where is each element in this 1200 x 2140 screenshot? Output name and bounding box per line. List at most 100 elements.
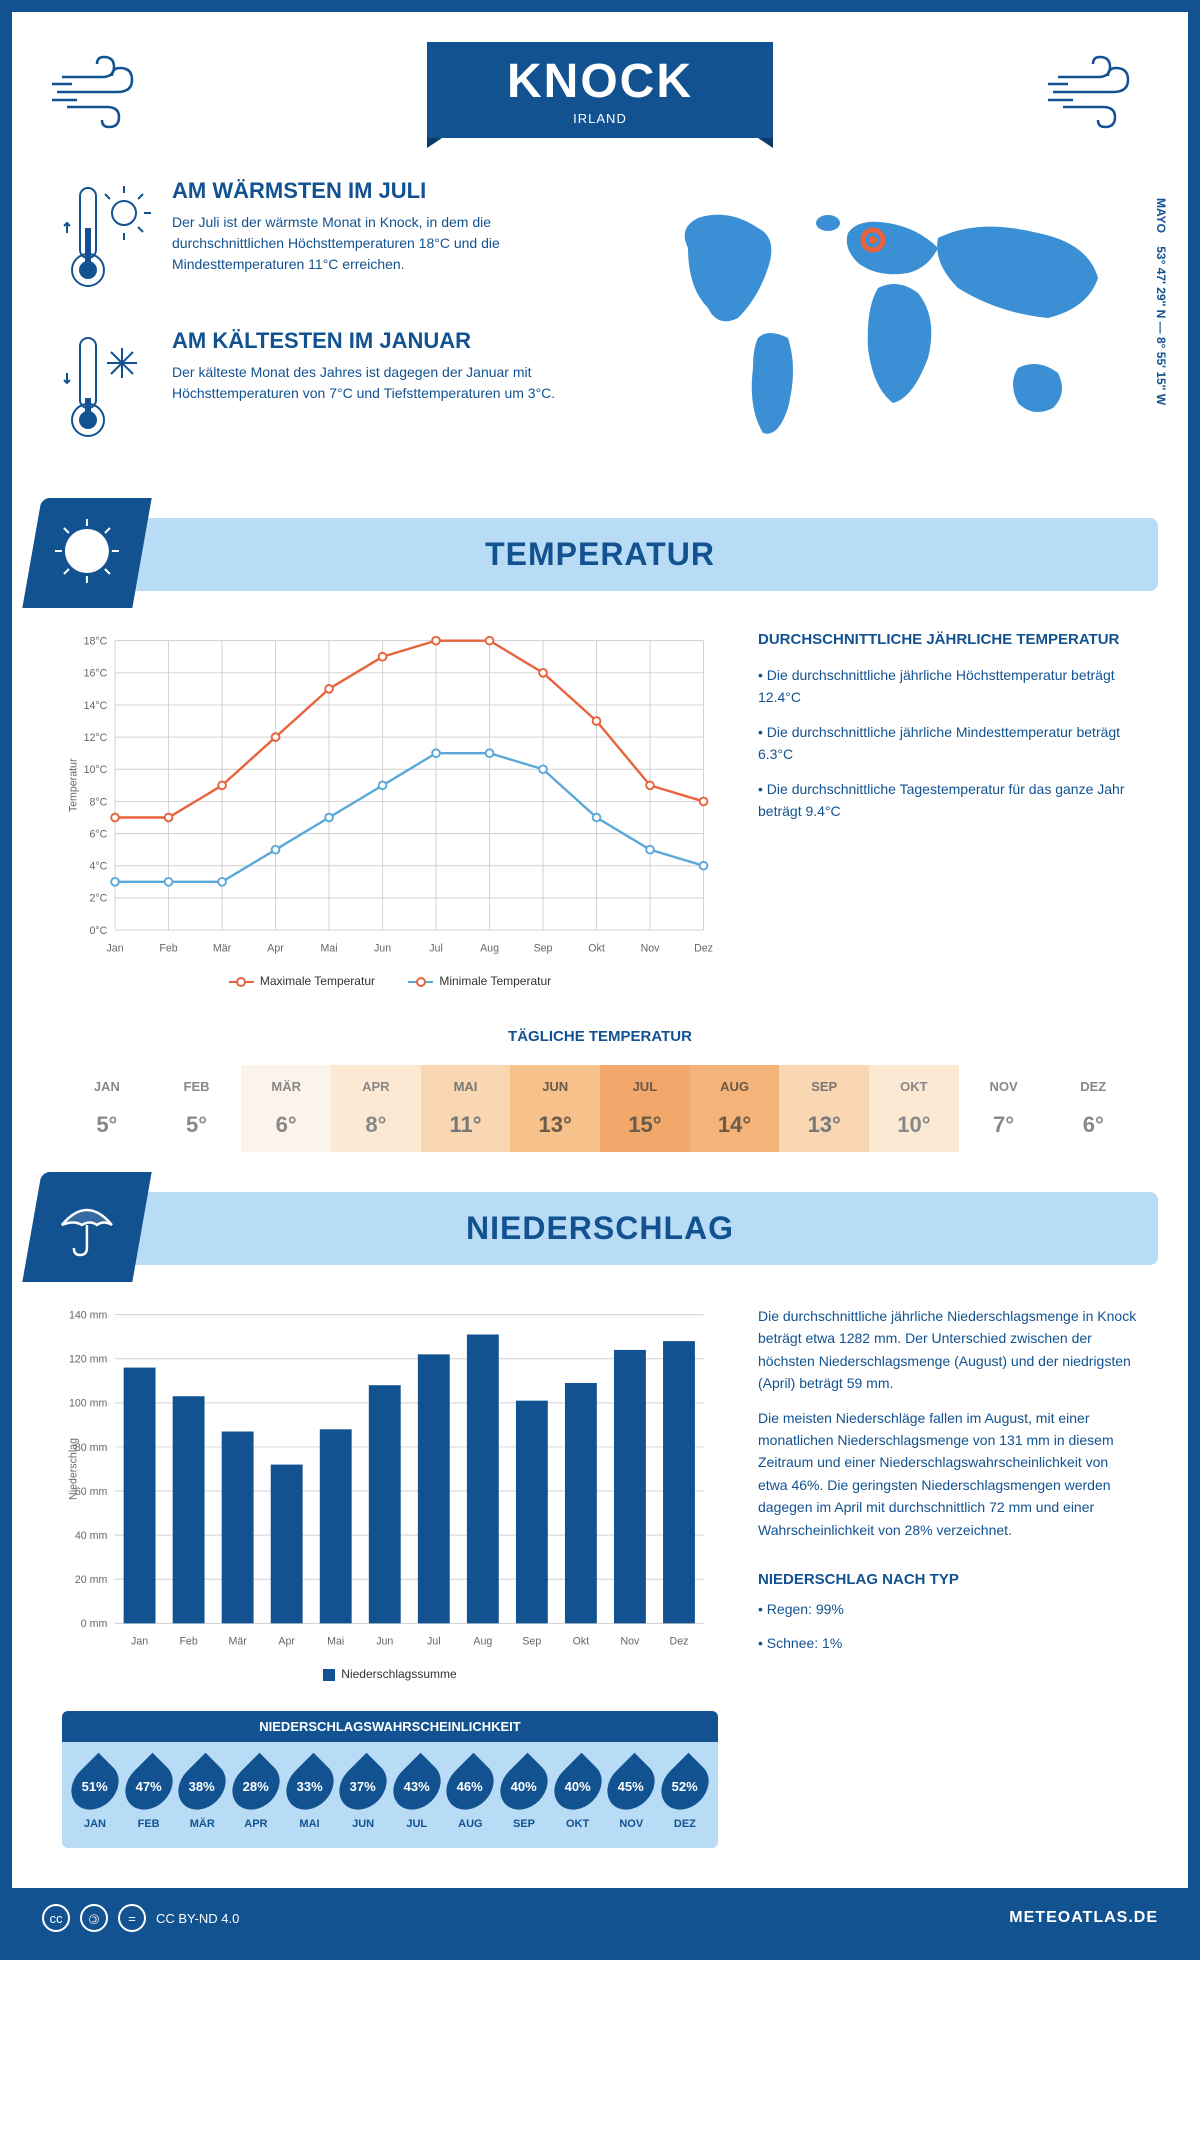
country-name: IRLAND	[507, 111, 693, 126]
svg-text:Apr: Apr	[278, 1636, 295, 1648]
temp-bullet: • Die durchschnittliche Tagestemperatur …	[758, 778, 1138, 823]
temperature-chart: 0°C2°C4°C6°C8°C10°C12°C14°C16°C18°CJanFe…	[62, 631, 718, 959]
precip-section-header: NIEDERSCHLAG	[42, 1192, 1158, 1265]
cold-fact-text: Der kälteste Monat des Jahres ist dagege…	[172, 362, 598, 404]
svg-text:12°C: 12°C	[84, 732, 108, 744]
prob-drop: 37%JUN	[342, 1760, 384, 1830]
svg-text:60 mm: 60 mm	[75, 1486, 108, 1498]
precip-type-line: • Regen: 99%	[758, 1598, 1138, 1620]
city-name: KNOCK	[507, 54, 693, 109]
precip-types-title: NIEDERSCHLAG NACH TYP	[758, 1571, 1138, 1588]
svg-text:10°C: 10°C	[84, 764, 108, 776]
daily-cell: MAI11°	[421, 1065, 511, 1152]
coords-label: 53° 47' 29'' N — 8° 55' 15'' W	[1154, 246, 1168, 405]
daily-cell: JUL15°	[600, 1065, 690, 1152]
world-map: MAYO 53° 47' 29'' N — 8° 55' 15'' W	[638, 178, 1138, 478]
title-banner: KNOCK IRLAND	[427, 42, 773, 138]
svg-text:Jul: Jul	[429, 942, 443, 954]
world-map-svg	[638, 178, 1138, 458]
prob-drop: 46%AUG	[449, 1760, 491, 1830]
temp-bullet: • Die durchschnittliche jährliche Mindes…	[758, 721, 1138, 766]
region-label: MAYO	[1154, 198, 1168, 233]
prob-drop: 38%MÄR	[181, 1760, 223, 1830]
svg-text:Jan: Jan	[107, 942, 124, 954]
temperature-title: TEMPERATUR	[42, 536, 1158, 573]
site-name: METEOATLAS.DE	[1009, 1909, 1158, 1927]
temp-side-title: DURCHSCHNITTLICHE JÄHRLICHE TEMPERATUR	[758, 631, 1138, 648]
svg-text:80 mm: 80 mm	[75, 1442, 108, 1454]
by-icon: 🄯	[80, 1904, 108, 1932]
daily-temp-title: TÄGLICHE TEMPERATUR	[62, 1028, 1138, 1045]
svg-text:Feb: Feb	[179, 1636, 197, 1648]
svg-text:Mär: Mär	[213, 942, 232, 954]
license-text: CC BY-ND 4.0	[156, 1911, 239, 1926]
daily-cell: MÄR6°	[241, 1065, 331, 1152]
svg-text:Apr: Apr	[267, 942, 284, 954]
svg-text:100 mm: 100 mm	[69, 1398, 107, 1410]
svg-text:4°C: 4°C	[90, 861, 108, 873]
svg-text:Niederschlag: Niederschlag	[67, 1438, 79, 1500]
svg-text:Feb: Feb	[159, 942, 177, 954]
svg-text:Aug: Aug	[473, 1636, 492, 1648]
prob-drop: 33%MAI	[289, 1760, 331, 1830]
svg-text:Nov: Nov	[641, 942, 661, 954]
daily-cell: SEP13°	[779, 1065, 869, 1152]
sun-icon	[52, 516, 122, 586]
svg-text:Mär: Mär	[229, 1636, 248, 1648]
svg-text:Jul: Jul	[427, 1636, 441, 1648]
precip-text-2: Die meisten Niederschläge fallen im Augu…	[758, 1407, 1138, 1541]
warm-fact-title: AM WÄRMSTEN IM JULI	[172, 178, 598, 204]
temp-bullet: • Die durchschnittliche jährliche Höchst…	[758, 664, 1138, 709]
svg-text:Dez: Dez	[670, 1636, 689, 1648]
daily-temp-grid: JAN5°FEB5°MÄR6°APR8°MAI11°JUN13°JUL15°AU…	[62, 1065, 1138, 1152]
daily-cell: AUG14°	[690, 1065, 780, 1152]
daily-cell: JUN13°	[510, 1065, 600, 1152]
svg-text:Jun: Jun	[376, 1636, 393, 1648]
prob-drop: 45%NOV	[610, 1760, 652, 1830]
daily-cell: DEZ6°	[1048, 1065, 1138, 1152]
daily-cell: JAN5°	[62, 1065, 152, 1152]
prob-drop: 40%SEP	[503, 1760, 545, 1830]
umbrella-icon	[52, 1190, 122, 1260]
thermometer-snow-icon	[62, 328, 152, 448]
temp-chart-legend: .legend-swatch:nth-child(1)::after{borde…	[62, 964, 718, 988]
warm-fact-text: Der Juli ist der wärmste Monat in Knock,…	[172, 212, 598, 275]
svg-text:Aug: Aug	[480, 942, 499, 954]
daily-cell: OKT10°	[869, 1065, 959, 1152]
precip-probability: NIEDERSCHLAGSWAHRSCHEINLICHKEIT 51%JAN 47…	[62, 1711, 718, 1848]
svg-text:Okt: Okt	[573, 1636, 590, 1648]
prob-title: NIEDERSCHLAGSWAHRSCHEINLICHKEIT	[62, 1711, 718, 1742]
daily-cell: APR8°	[331, 1065, 421, 1152]
svg-text:40 mm: 40 mm	[75, 1530, 108, 1542]
precip-chart-legend: Niederschlagssumme	[62, 1657, 718, 1681]
svg-text:Mai: Mai	[327, 1636, 344, 1648]
thermometer-sun-icon	[62, 178, 152, 298]
svg-text:18°C: 18°C	[84, 636, 108, 648]
precip-title: NIEDERSCHLAG	[42, 1210, 1158, 1247]
header: KNOCK IRLAND	[12, 12, 1188, 158]
daily-cell: FEB5°	[152, 1065, 242, 1152]
svg-text:16°C: 16°C	[84, 668, 108, 680]
svg-text:Jan: Jan	[131, 1636, 148, 1648]
svg-text:Sep: Sep	[534, 942, 553, 954]
cc-icon: cc	[42, 1904, 70, 1932]
prob-drop: 28%APR	[235, 1760, 277, 1830]
daily-cell: NOV7°	[959, 1065, 1049, 1152]
wind-icon	[1048, 52, 1148, 132]
svg-text:140 mm: 140 mm	[69, 1310, 107, 1322]
prob-drop: 51%JAN	[74, 1760, 116, 1830]
svg-text:8°C: 8°C	[90, 796, 108, 808]
precip-chart: 0 mm20 mm40 mm60 mm80 mm100 mm120 mm140 …	[62, 1305, 718, 1652]
svg-text:14°C: 14°C	[84, 700, 108, 712]
svg-text:Jun: Jun	[374, 942, 391, 954]
svg-text:120 mm: 120 mm	[69, 1354, 107, 1366]
precip-text-1: Die durchschnittliche jährliche Niedersc…	[758, 1305, 1138, 1395]
svg-text:Mai: Mai	[320, 942, 337, 954]
nd-icon: =	[118, 1904, 146, 1932]
svg-text:20 mm: 20 mm	[75, 1574, 108, 1586]
svg-text:Okt: Okt	[588, 942, 605, 954]
svg-text:0°C: 0°C	[90, 925, 108, 937]
prob-drop: 47%FEB	[128, 1760, 170, 1830]
wind-icon	[52, 52, 152, 132]
svg-text:Dez: Dez	[694, 942, 713, 954]
